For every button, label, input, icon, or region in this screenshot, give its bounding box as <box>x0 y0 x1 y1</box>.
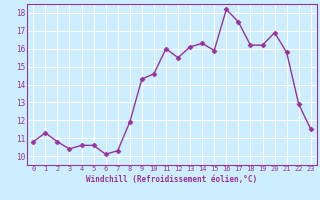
X-axis label: Windchill (Refroidissement éolien,°C): Windchill (Refroidissement éolien,°C) <box>86 175 258 184</box>
